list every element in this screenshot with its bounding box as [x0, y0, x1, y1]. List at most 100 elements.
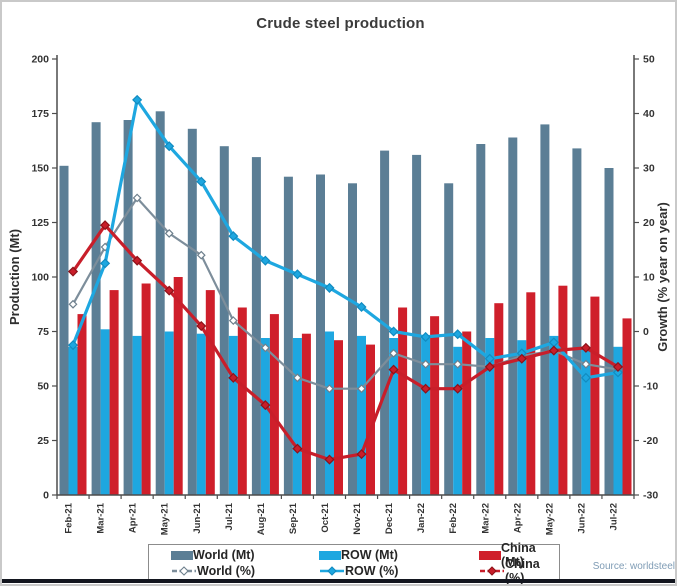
bar-row-mt-Apr-21 — [132, 335, 142, 495]
bar-row-mt-Sep-21 — [292, 338, 302, 495]
line-marker — [228, 231, 239, 242]
bar-world-mt-Oct-21 — [316, 174, 325, 495]
bar-world-mt-Nov-21 — [348, 183, 357, 496]
bar-china-mt-Jun-22 — [590, 296, 600, 495]
left-axis-tick-label: 100 — [31, 272, 49, 284]
x-axis-label-Sep-21: Sep-21 — [288, 502, 299, 534]
bar-world-mt-Jul-22 — [604, 168, 614, 495]
bar-row-mt-Dec-21 — [389, 338, 399, 495]
bar-row-mt-Jul-21 — [228, 335, 238, 495]
bar-china-mt-Feb-21 — [77, 314, 87, 495]
left-axis-tick-label: 0 — [43, 490, 49, 502]
line-marker — [196, 321, 207, 332]
line-marker — [420, 383, 431, 394]
bar-row-mt-May-21 — [164, 331, 174, 495]
x-axis-label-Mar-21: Mar-21 — [96, 502, 107, 533]
legend-item-world-mt: World (Mt) — [171, 547, 319, 563]
line-path-world — [71, 196, 620, 390]
legend-item-china-mt: China (Mt) — [479, 541, 559, 569]
x-axis-label-Jun-22: Jun-22 — [576, 503, 587, 534]
line-marker — [356, 449, 367, 460]
line-marker — [260, 343, 270, 353]
bar-row-mt-Jan-22 — [421, 335, 431, 495]
bar-row-mt-Mar-22 — [485, 338, 495, 495]
line-marker — [260, 400, 271, 411]
bar-world-mt-Mar-21 — [91, 122, 101, 495]
bar-row-mt-Jun-21 — [196, 333, 206, 495]
bar-row-mt-Jun-22 — [581, 346, 591, 495]
right-axis-tick-label: -20 — [643, 435, 658, 447]
line-marker — [484, 361, 495, 372]
x-axis-label-Jan-22: Jan-22 — [416, 503, 427, 533]
right-axis-tick-label: -30 — [643, 490, 658, 502]
line-marker — [581, 359, 591, 369]
legend-label: China (Mt) — [501, 541, 536, 569]
x-axis-label-Oct-21: Oct-21 — [320, 502, 331, 532]
line-marker — [420, 331, 431, 342]
legend-label: ROW (Mt) — [341, 548, 398, 562]
bar-row-mt-Aug-21 — [260, 338, 270, 495]
line-marker — [421, 359, 431, 369]
line-marker — [260, 255, 271, 266]
bar-world-mt-Sep-21 — [283, 176, 293, 495]
right-axis-tick-label: 10 — [643, 272, 655, 284]
bar-china-mt-Mar-22 — [494, 303, 504, 495]
line-marker — [452, 329, 463, 340]
bars-row-mt — [68, 329, 623, 495]
legend-item-row: ROW (%) — [319, 563, 479, 579]
bar-china-mt-Dec-21 — [398, 307, 408, 495]
x-axis-label-Jun-21: Jun-21 — [192, 502, 203, 533]
line-path-china — [71, 223, 620, 462]
line-marker — [548, 345, 559, 356]
bar-world-mt-Mar-22 — [476, 144, 486, 495]
line-marker — [388, 326, 399, 337]
x-axis-label-Apr-22: Apr-22 — [512, 503, 523, 533]
bar-row-mt-Apr-22 — [517, 340, 527, 495]
legend-swatch-icon — [171, 550, 193, 560]
line-marker — [292, 269, 303, 280]
bar-row-mt-Feb-22 — [453, 346, 463, 495]
bar-china-mt-Mar-21 — [109, 290, 119, 495]
bar-row-mt-Nov-21 — [357, 335, 366, 495]
legend-line-marker-icon — [480, 566, 504, 576]
bar-china-mt-Aug-21 — [269, 314, 279, 495]
bar-china-mt-Apr-22 — [526, 292, 536, 495]
line-marker — [164, 141, 175, 152]
line-marker — [580, 372, 591, 383]
line-marker — [100, 220, 111, 231]
right-axis-tick-label: 0 — [643, 326, 649, 338]
line-marker — [357, 384, 366, 394]
bar-world-mt-May-21 — [155, 111, 165, 496]
line-marker — [132, 94, 143, 105]
line-marker — [516, 353, 527, 364]
bar-china-mt-May-22 — [558, 285, 568, 495]
line-marker — [67, 266, 79, 277]
line-marker — [324, 454, 335, 465]
chart-title: Crude steel production — [256, 15, 425, 32]
x-axis-label-Feb-21: Feb-21 — [64, 502, 75, 533]
x-axis-label-Aug-21: Aug-21 — [256, 502, 267, 535]
legend-item-world: World (%) — [171, 563, 319, 579]
bar-row-mt-Oct-21 — [325, 331, 334, 495]
left-axis-tick-label: 50 — [37, 381, 49, 393]
bar-row-mt-Jul-22 — [613, 346, 623, 495]
bar-china-mt-Jul-22 — [622, 318, 632, 495]
line-marker — [612, 361, 624, 372]
line-marker — [452, 383, 463, 394]
legend-swatch-icon — [479, 550, 501, 560]
x-axis-label-Jul-21: Jul-21 — [224, 502, 235, 530]
line-path-row — [71, 98, 620, 380]
bar-china-mt-Jan-22 — [430, 316, 440, 495]
bar-china-mt-Oct-21 — [334, 340, 343, 495]
x-axis-label-May-22: May-22 — [544, 503, 555, 535]
line-world — [68, 193, 623, 394]
right-axis-tick-label: 30 — [643, 163, 655, 175]
right-axis-title: Growth (% year on year) — [655, 202, 670, 352]
legend-label: World (%) — [197, 564, 256, 578]
plot-area: 0 25 50 75 100 125 150 175 200 -30 -20 -10 0 10 20 30 40… — [7, 54, 670, 536]
line-marker — [100, 258, 111, 269]
left-axis-tick-label: 200 — [31, 54, 49, 66]
left-axis-tick-label: 25 — [37, 435, 49, 447]
left-axis-tick-label: 175 — [31, 108, 49, 120]
legend-line-marker-icon — [172, 566, 196, 576]
